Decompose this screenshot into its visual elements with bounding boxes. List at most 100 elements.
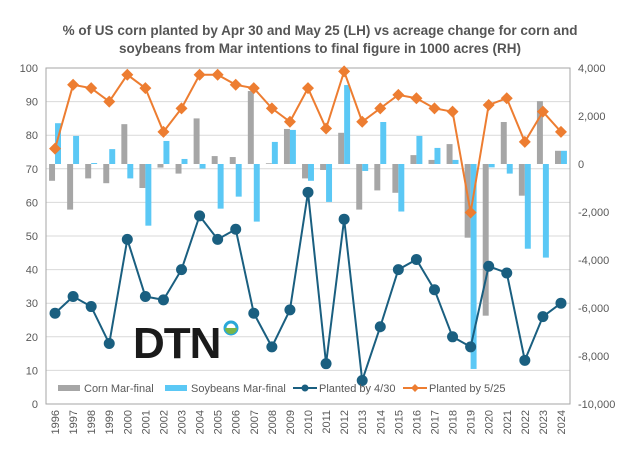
x-tick-label: 2009 [285,410,297,434]
bar-soybeans-mar-final [506,164,513,174]
x-tick-label: 2014 [375,410,387,434]
dtn-logo-text: DTN [133,319,220,368]
bar-corn-mar-final [338,132,345,164]
bar-soybeans-mar-final [308,164,314,181]
x-tick-label: 2017 [429,410,441,434]
bar-corn-mar-final [446,144,453,164]
y-left-tick-label: 100 [20,63,38,75]
x-tick-label: 2013 [357,410,369,434]
point-planted-by-5-25 [410,92,423,105]
point-planted-by-5-25 [229,78,242,91]
point-planted-by-4-30 [410,254,422,266]
point-planted-by-4-30 [447,331,459,343]
bar-soybeans-mar-final [145,164,152,226]
x-tick-label: 2008 [267,410,279,434]
point-planted-by-5-25 [211,68,224,81]
bar-corn-mar-final [175,164,182,174]
x-tick-label: 2000 [122,410,134,434]
point-planted-by-5-25 [392,88,405,101]
point-planted-by-5-25 [175,102,188,115]
x-tick-label: 2019 [466,410,478,434]
bar-soybeans-mar-final [542,164,549,258]
point-planted-by-5-25 [482,98,495,111]
legend-label: Soybeans Mar-final [191,383,286,395]
y-right-tick-label: -10,000 [578,399,615,411]
bar-soybeans-mar-final [560,150,567,164]
bar-soybeans-mar-final [217,164,224,209]
x-tick-label: 2001 [140,410,152,434]
bar-corn-mar-final [265,163,272,164]
bar-soybeans-mar-final [362,164,369,171]
point-planted-by-4-30 [85,301,97,313]
point-planted-by-4-30 [320,358,332,370]
point-planted-by-4-30 [537,311,549,323]
bar-soybeans-mar-final [452,159,459,164]
point-planted-by-5-25 [247,82,260,95]
point-planted-by-4-30 [483,260,495,272]
bar-corn-mar-final [374,164,381,191]
y-right-tick-label: -2,000 [578,207,609,219]
point-planted-by-4-30 [248,307,260,319]
dtn-logo-ring-lower [225,328,237,334]
bar-corn-mar-final [500,122,507,164]
point-planted-by-4-30 [428,284,440,296]
x-tick-label: 2021 [502,410,514,434]
point-planted-by-4-30 [139,290,151,302]
point-planted-by-4-30 [392,264,404,276]
x-tick-label: 2010 [303,410,315,434]
point-planted-by-5-25 [338,65,351,78]
x-tick-label: 1998 [86,410,98,434]
legend-label: Corn Mar-final [84,383,154,395]
bar-corn-mar-final [428,159,435,164]
point-planted-by-4-30 [465,341,477,353]
point-planted-by-4-30 [266,341,278,353]
point-planted-by-4-30 [374,321,386,333]
legend-swatch [58,385,80,391]
y-left-tick-label: 20 [26,332,38,344]
point-planted-by-5-25 [85,82,98,95]
bar-corn-mar-final [356,164,363,210]
bar-corn-mar-final [211,156,218,164]
bar-corn-mar-final [193,118,200,164]
bar-corn-mar-final [85,164,92,179]
legend-swatch-marker [301,384,309,392]
point-planted-by-4-30 [284,304,296,316]
bar-corn-mar-final [518,164,525,196]
bar-soybeans-mar-final [253,164,260,222]
x-tick-label: 2018 [448,410,460,434]
x-tick-label: 2024 [556,410,568,434]
point-planted-by-5-25 [536,105,549,118]
chart-title-line-2: soybeans from Mar intentions to final fi… [118,41,522,56]
bar-corn-mar-final [139,164,146,188]
point-planted-by-4-30 [230,223,242,235]
point-planted-by-5-25 [193,68,206,81]
point-planted-by-4-30 [356,374,368,386]
point-planted-by-5-25 [428,102,441,115]
bar-soybeans-mar-final [235,164,242,197]
bar-soybeans-mar-final [271,141,278,164]
y-right-tick-label: -6,000 [578,303,609,315]
y-right-tick-label: -4,000 [578,255,609,267]
x-tick-label: 1996 [50,410,62,434]
point-planted-by-5-25 [356,115,369,128]
y-right-tick-label: 4,000 [578,63,606,75]
point-planted-by-5-25 [283,115,296,128]
bar-soybeans-mar-final [416,135,423,164]
point-planted-by-4-30 [302,186,314,198]
x-tick-label: 2015 [393,410,405,434]
y-left-tick-label: 50 [26,231,38,243]
bar-corn-mar-final [49,164,56,181]
bar-soybeans-mar-final [470,164,477,369]
y-right-tick-label: 0 [578,159,584,171]
x-tick-label: 2011 [321,410,333,434]
point-planted-by-4-30 [555,297,567,309]
bar-soybeans-mar-final [55,123,61,164]
point-planted-by-4-30 [212,233,224,245]
legend-item: Planted by 5/25 [403,383,505,395]
bar-soybeans-mar-final [344,85,351,164]
x-tick-label: 1997 [68,410,80,434]
point-planted-by-4-30 [194,210,206,222]
point-planted-by-5-25 [139,82,152,95]
point-planted-by-4-30 [157,294,169,306]
x-tick-label: 2022 [520,410,532,434]
